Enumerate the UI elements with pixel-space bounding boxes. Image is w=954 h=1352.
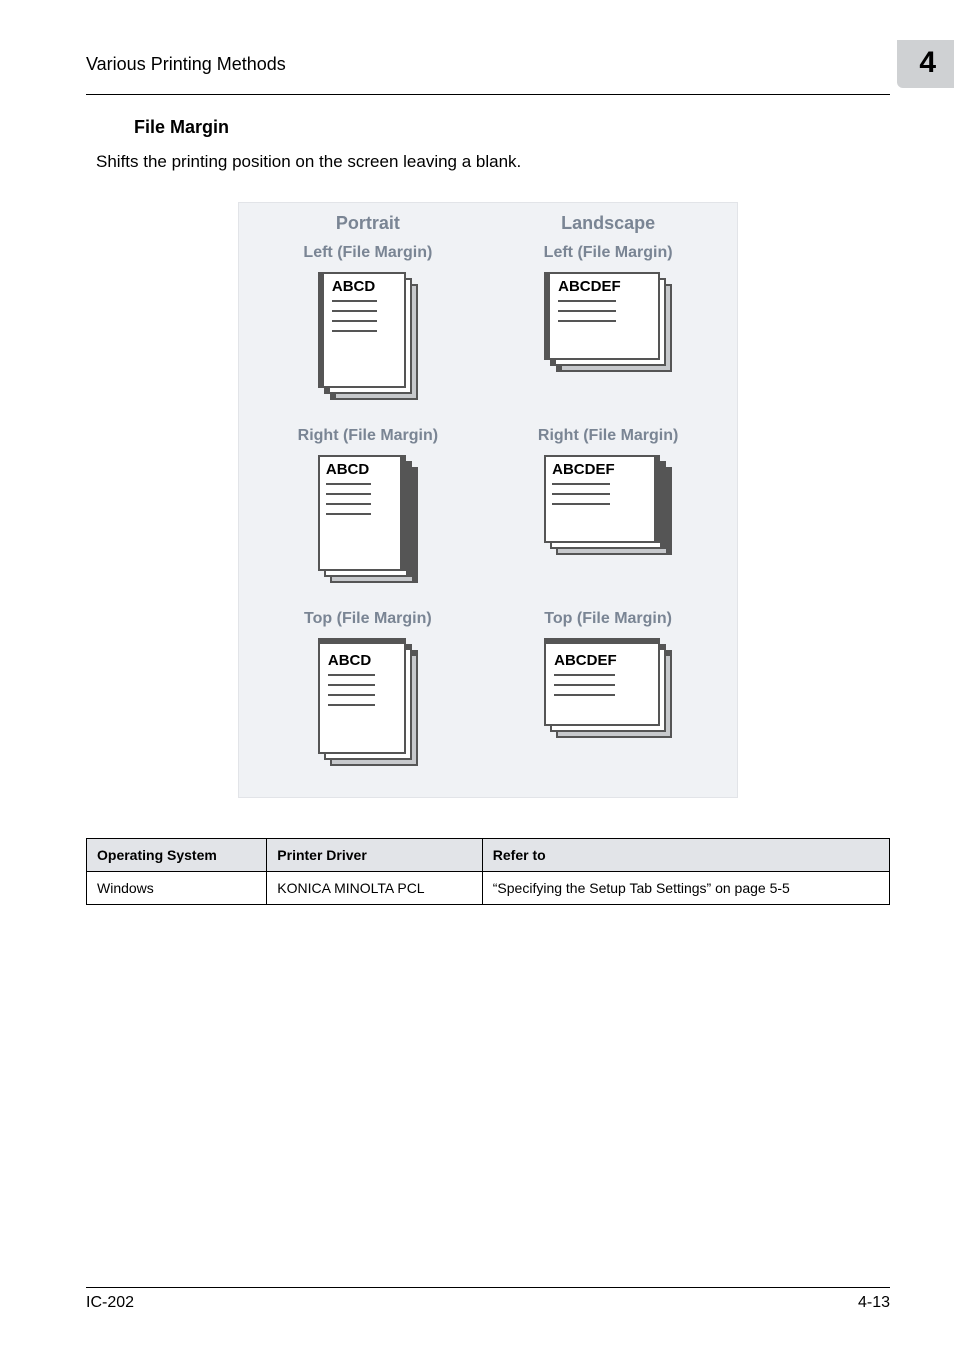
table-cell: Windows — [87, 872, 267, 905]
section-title: File Margin — [134, 117, 890, 138]
table-header: Operating System — [87, 839, 267, 872]
figure-row-left: Left (File Margin) ABCD Left (File Margi… — [257, 244, 719, 405]
page-header: Various Printing Methods 4 — [86, 40, 890, 95]
page-stack-icon: ABCDEF — [544, 455, 672, 555]
figure-row-top: Top (File Margin) ABCD Top (File Margin) — [257, 610, 719, 771]
fig-label: Right (File Margin) — [257, 427, 479, 445]
fig-label: Left (File Margin) — [497, 244, 719, 262]
table-cell: KONICA MINOLTA PCL — [267, 872, 482, 905]
table-row: Windows KONICA MINOLTA PCL “Specifying t… — [87, 872, 890, 905]
page-text: ABCDEF — [552, 461, 646, 478]
reference-table: Operating System Printer Driver Refer to… — [86, 838, 890, 905]
page-stack-icon: ABCDEF — [544, 638, 672, 738]
page-footer: IC-202 4-13 — [86, 1287, 890, 1312]
page-text: ABCD — [328, 652, 398, 669]
page-stack-icon: ABCD — [318, 272, 418, 400]
page-stack-icon: ABCDEF — [544, 272, 672, 372]
table-cell: “Specifying the Setup Tab Settings” on p… — [482, 872, 889, 905]
page-stack-icon: ABCD — [318, 455, 418, 583]
figure-row-right: Right (File Margin) ABCD Right (File Mar… — [257, 427, 719, 588]
figure-col-landscape: Landscape — [497, 213, 719, 234]
figure-col-portrait: Portrait — [257, 213, 479, 234]
chapter-number: 4 — [897, 40, 954, 88]
table-header: Printer Driver — [267, 839, 482, 872]
footer-right: 4-13 — [858, 1294, 890, 1312]
fig-label: Left (File Margin) — [257, 244, 479, 262]
table-header: Refer to — [482, 839, 889, 872]
page-stack-icon: ABCD — [318, 638, 418, 766]
figure-panel: Portrait Landscape Left (File Margin) AB… — [238, 202, 738, 798]
page-text: ABCD — [326, 461, 392, 478]
page-text: ABCDEF — [558, 278, 652, 295]
section-intro: Shifts the printing position on the scre… — [96, 152, 890, 172]
header-left: Various Printing Methods — [86, 54, 286, 75]
fig-label: Top (File Margin) — [257, 610, 479, 628]
page-text: ABCD — [332, 278, 398, 295]
fig-label: Top (File Margin) — [497, 610, 719, 628]
page-text: ABCDEF — [554, 652, 652, 669]
fig-label: Right (File Margin) — [497, 427, 719, 445]
footer-left: IC-202 — [86, 1294, 134, 1312]
